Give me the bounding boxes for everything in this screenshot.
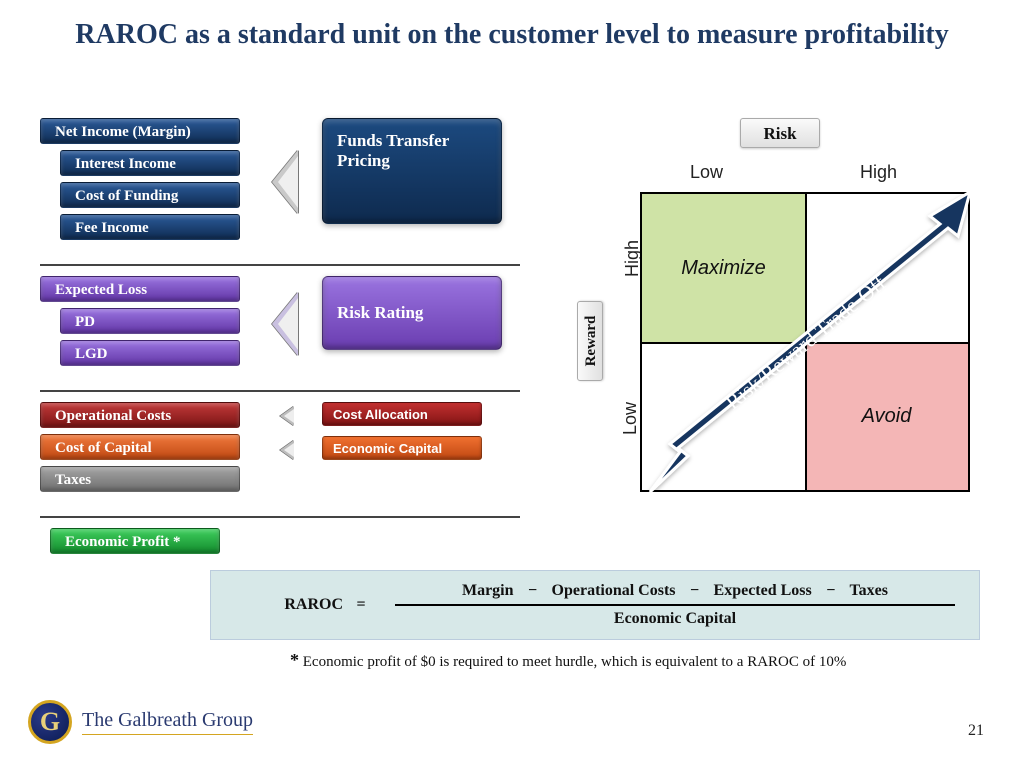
divider: [40, 264, 520, 266]
raroc-formula: RAROC = Margin − Operational Costs − Exp…: [210, 570, 980, 640]
arrow-left-icon: [280, 406, 294, 426]
bar-fee-income: Fee Income: [60, 214, 240, 240]
logo-icon: G: [28, 700, 72, 744]
footnote-text: Economic profit of $0 is required to mee…: [303, 654, 847, 670]
divider: [40, 390, 520, 392]
footnote-star: *: [290, 650, 299, 670]
arrow-left-icon: [272, 150, 298, 214]
box-risk-rating: Risk Rating: [322, 276, 502, 350]
cell-maximize: Maximize: [642, 194, 805, 342]
equals-sign: =: [351, 596, 371, 614]
box-cost-alloc: Cost Allocation: [322, 402, 482, 426]
col-high: High: [860, 162, 897, 183]
bar-economic-profit: Economic Profit *: [50, 528, 220, 554]
formula-denominator: Economic Capital: [371, 606, 979, 628]
logo: G The Galbreath Group: [28, 700, 253, 744]
divider: [40, 516, 520, 518]
row-low: Low: [620, 402, 641, 435]
quadrant-grid: Maximize Avoid: [640, 192, 970, 492]
box-econ-cap: Economic Capital: [322, 436, 482, 460]
bar-cost-capital: Cost of Capital: [40, 434, 240, 460]
arrow-left-icon: [272, 292, 298, 356]
bar-expected-loss: Expected Loss: [40, 276, 240, 302]
slide-title: RAROC as a standard unit on the customer…: [0, 18, 1024, 52]
risk-reward-quadrant: Risk Reward Low High High Low Maximize A…: [570, 118, 990, 538]
cell-high-high: [805, 194, 968, 342]
arrow-left-icon: [280, 440, 294, 460]
bar-interest-income: Interest Income: [60, 150, 240, 176]
footnote: * Economic profit of $0 is required to m…: [290, 650, 846, 671]
bar-taxes: Taxes: [40, 466, 240, 492]
bar-pd: PD: [60, 308, 240, 334]
bar-op-costs: Operational Costs: [40, 402, 240, 428]
cell-avoid: Avoid: [805, 342, 968, 490]
formula-numerator: Margin − Operational Costs − Expected Lo…: [395, 582, 954, 606]
bar-net-income: Net Income (Margin): [40, 118, 240, 144]
box-ftp: Funds Transfer Pricing: [322, 118, 502, 224]
formula-lhs: RAROC: [211, 596, 351, 614]
risk-axis-label: Risk: [740, 118, 820, 148]
bar-lgd: LGD: [60, 340, 240, 366]
page-number: 21: [968, 722, 984, 740]
cell-low-low: [642, 342, 805, 490]
reward-axis-label: Reward: [577, 301, 603, 381]
logo-text: The Galbreath Group: [82, 709, 253, 735]
left-diagram: Net Income (Margin) Interest Income Cost…: [40, 118, 560, 560]
bar-cost-funding: Cost of Funding: [60, 182, 240, 208]
col-low: Low: [690, 162, 723, 183]
